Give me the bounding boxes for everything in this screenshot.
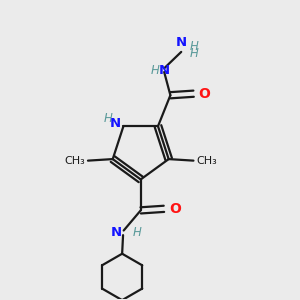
Text: H: H <box>103 112 112 125</box>
Text: N: N <box>110 117 121 130</box>
Text: N: N <box>176 36 187 50</box>
Text: H: H <box>133 226 142 238</box>
Text: O: O <box>199 87 210 101</box>
Text: N: N <box>111 226 122 238</box>
Text: H: H <box>190 47 199 60</box>
Text: H: H <box>190 40 199 53</box>
Text: O: O <box>169 202 181 216</box>
Text: CH₃: CH₃ <box>196 156 217 166</box>
Text: CH₃: CH₃ <box>65 156 85 166</box>
Text: H: H <box>151 64 159 77</box>
Text: N: N <box>159 64 170 77</box>
